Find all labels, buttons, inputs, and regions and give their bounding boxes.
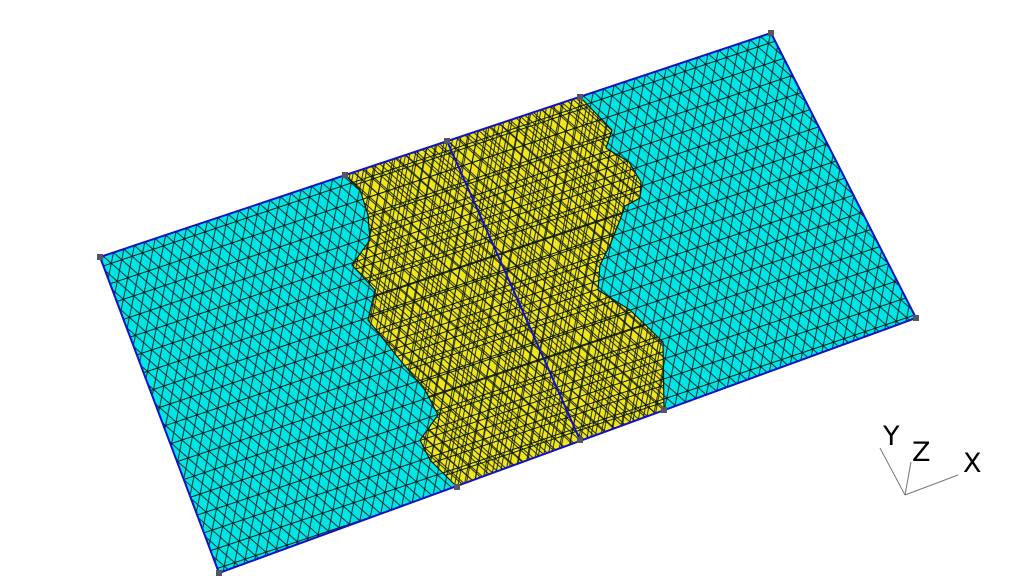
axis-triad: Y Z X	[879, 421, 982, 496]
axis-label-z: Z	[912, 437, 931, 468]
boundary-vertices	[97, 30, 919, 576]
axis-label-x: X	[963, 448, 982, 479]
vertex[interactable]	[577, 437, 583, 443]
vertex[interactable]	[577, 94, 583, 100]
material-interface-boundary	[344, 174, 458, 488]
center-split-line	[446, 140, 581, 441]
vertex[interactable]	[454, 484, 460, 490]
vertex[interactable]	[216, 570, 222, 576]
vertex[interactable]	[768, 30, 774, 36]
axis-label-y: Y	[882, 421, 900, 452]
material-interface-boundary-right	[579, 96, 665, 411]
z-axis-line	[904, 461, 912, 496]
vertex[interactable]	[342, 172, 348, 178]
vertex[interactable]	[661, 407, 667, 413]
vertex[interactable]	[913, 315, 919, 321]
x-axis-line	[904, 474, 959, 496]
y-axis-line	[879, 447, 906, 496]
vertex[interactable]	[97, 254, 103, 260]
vertex[interactable]	[444, 138, 450, 144]
